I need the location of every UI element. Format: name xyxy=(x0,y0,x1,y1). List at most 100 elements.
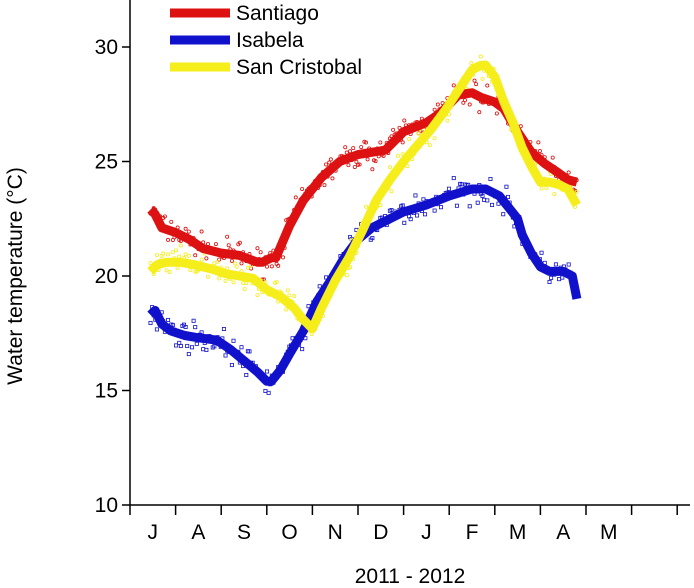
isabela-reading xyxy=(265,369,270,374)
isabela-reading xyxy=(432,208,437,213)
isabela-reading xyxy=(490,202,495,207)
santiago-reading xyxy=(462,98,467,103)
santiago-reading xyxy=(166,237,171,242)
santiago-reading xyxy=(293,195,298,200)
san-cristobal-reading xyxy=(405,164,410,169)
santiago-reading xyxy=(213,242,218,247)
isabela-reading xyxy=(566,262,571,267)
isabela-reading xyxy=(178,343,183,348)
isabela-reading xyxy=(186,352,191,357)
isabela-reading xyxy=(170,323,175,328)
isabela-reading xyxy=(370,236,375,241)
isabela-reading xyxy=(193,325,198,330)
isabela-reading xyxy=(174,343,179,348)
santiago-reading xyxy=(365,157,370,162)
santiago-reading xyxy=(186,229,191,234)
san-cristobal-reading xyxy=(170,250,175,255)
x-tick-label: N xyxy=(328,521,343,544)
santiago-reading xyxy=(237,240,242,245)
isabela-reading xyxy=(402,220,407,225)
y-axis-title: Water temperature (°C) xyxy=(4,167,27,385)
san-cristobal-reading xyxy=(274,280,279,285)
santiago-reading xyxy=(550,155,555,160)
san-cristobal-reading xyxy=(178,243,183,248)
san-cristobal-reading xyxy=(231,280,236,285)
santiago-reading xyxy=(324,162,329,167)
isabela-reading xyxy=(480,193,485,198)
san-cristobal-reading xyxy=(395,153,400,158)
isabela-reading xyxy=(201,347,206,352)
san-cristobal-reading xyxy=(432,136,437,141)
san-cristobal-reading xyxy=(215,259,220,264)
san-cristobal-reading xyxy=(469,60,474,65)
isabela-reading xyxy=(183,325,188,330)
santiago-reading xyxy=(343,145,348,150)
santiago-legend-label: Santiago xyxy=(236,2,319,25)
axes xyxy=(129,0,690,506)
x-tick-label: M xyxy=(509,521,527,544)
santiago-reading xyxy=(199,229,204,234)
san-cristobal-reading xyxy=(166,252,171,257)
san-cristobal-reading xyxy=(161,251,166,256)
san-cristobal-line xyxy=(147,60,581,334)
san-cristobal-reading xyxy=(188,268,193,273)
santiago-reading xyxy=(193,253,198,258)
santiago-reading xyxy=(327,160,332,165)
smoothed-lines-layer xyxy=(147,60,582,386)
san-cristobal-reading xyxy=(199,257,204,262)
legend: Santiago Isabela San Cristobal xyxy=(170,2,362,79)
x-axis-title: 2011 - 2012 xyxy=(355,565,466,588)
san-cristobal-reading xyxy=(223,278,228,283)
san-cristobal-reading xyxy=(389,189,394,194)
santiago-reading xyxy=(378,140,383,145)
santiago-reading xyxy=(346,163,351,168)
san-cristobal-legend-label: San Cristobal xyxy=(236,56,362,79)
san-cristobal-reading xyxy=(244,281,249,286)
san-cristobal-reading xyxy=(539,186,544,191)
san-cristobal-reading xyxy=(234,264,239,269)
isabela-reading xyxy=(185,343,190,348)
isabela-reading xyxy=(413,193,418,198)
isabela-reading xyxy=(485,198,490,203)
santiago-reading xyxy=(536,140,541,145)
san-cristobal-reading xyxy=(177,254,182,259)
san-cristobal-reading xyxy=(544,185,549,190)
y-tick-label: 25 xyxy=(95,151,118,174)
santiago-reading xyxy=(357,162,362,167)
x-tick-label: S xyxy=(237,521,251,544)
santiago-reading xyxy=(258,250,263,255)
santiago-reading xyxy=(183,226,188,231)
santiago-reading xyxy=(363,140,368,145)
isabela-reading xyxy=(148,320,153,325)
santiago-reading xyxy=(330,176,335,181)
santiago-reading xyxy=(348,149,353,154)
san-cristobal-reading xyxy=(387,165,392,170)
x-tick-label: A xyxy=(191,521,205,544)
isabela-reading xyxy=(231,338,236,343)
isabela-reading xyxy=(194,341,199,346)
san-cristobal-reading xyxy=(416,131,421,136)
santiago-reading xyxy=(162,214,167,219)
santiago-reading xyxy=(239,261,244,266)
santiago-reading xyxy=(354,159,359,164)
san-cristobal-reading xyxy=(233,261,238,266)
isabela-legend-label: Isabela xyxy=(236,29,304,52)
isabela-reading xyxy=(212,344,217,349)
san-cristobal-reading xyxy=(242,287,247,292)
san-cristobal-reading xyxy=(164,268,169,273)
santiago-reading xyxy=(432,107,437,112)
san-cristobal-reading xyxy=(427,143,432,148)
santiago-reading xyxy=(494,111,499,116)
santiago-reading xyxy=(472,78,477,83)
santiago-reading xyxy=(169,219,174,224)
isabela-reading xyxy=(475,200,480,205)
san-cristobal-reading xyxy=(285,288,290,293)
isabela-reading xyxy=(204,347,209,352)
x-tick-label: F xyxy=(466,521,479,544)
san-cristobal-reading xyxy=(183,252,188,257)
isabela-reading xyxy=(223,353,228,358)
isabela-reading xyxy=(467,204,472,209)
san-cristobal-reading xyxy=(245,265,250,270)
isabela-reading xyxy=(421,197,426,202)
